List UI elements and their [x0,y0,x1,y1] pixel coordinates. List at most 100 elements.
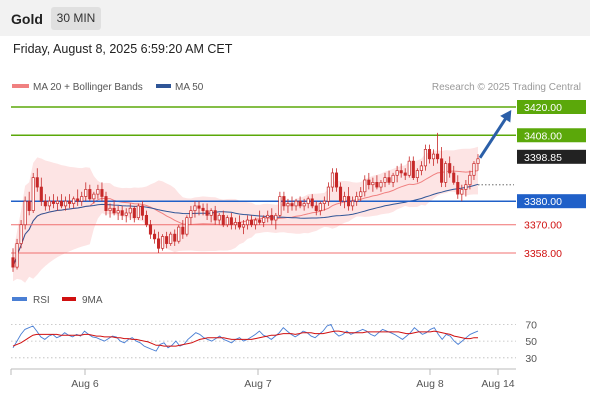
candle [476,154,480,171]
candle-body [472,163,476,176]
level-label-3358-00: 3358.00 [524,248,562,260]
candle [270,208,274,225]
candle-body [431,153,436,160]
rsi-tick-50: 50 [525,336,537,348]
candle [55,196,60,211]
candle [80,191,84,206]
candle-body [181,226,185,235]
candle-body [448,163,452,174]
candle-body [193,205,197,211]
candle-body [116,210,120,214]
ma50-line [12,183,479,268]
candle-body [221,214,225,226]
candle [415,168,419,183]
candle-body [403,172,407,176]
candle-body [189,210,193,219]
candle-body [104,196,108,211]
x-tick-label: Aug 8 [416,378,444,390]
ma50-legend-label: MA 50 [175,82,204,93]
rsi-tick-70: 70 [525,319,537,331]
level-label-3408-00: 3408.00 [524,130,562,142]
candle [363,175,367,197]
candle-body [359,191,363,197]
candle [427,144,432,164]
candle [47,196,51,211]
candle [165,231,169,249]
candle [379,180,383,192]
candle-body [274,214,278,221]
level-tag-3420-00 [517,100,586,114]
candle [237,215,241,230]
ma20-line [12,170,479,268]
candle [144,210,148,228]
candle-body [310,198,314,207]
candle [88,184,92,202]
candle-body [262,217,266,223]
x-tick-label: Aug 6 [71,378,99,390]
candle [205,203,209,221]
candle [423,144,427,171]
candle [189,205,193,225]
candle-body [233,222,237,226]
candle [399,163,403,178]
candle-body [19,224,23,244]
candle-body [476,158,480,164]
candle [84,182,88,202]
candle [448,156,452,178]
candle [229,212,233,230]
candle-body [55,200,60,204]
candle-body [152,233,157,240]
candle [124,208,128,223]
candle [59,194,64,209]
candle-body [173,233,177,242]
candle-body [326,186,330,202]
candle-body [128,207,132,214]
candle-body [92,193,96,200]
candle [355,191,359,206]
candle-body [35,177,39,188]
candle-body [88,189,92,200]
candle-body [11,257,15,268]
candle [72,196,76,209]
candle-body [72,198,76,204]
candle-body [322,200,326,204]
candle-body [177,226,181,242]
ma20-legend-label: MA 20 + Bollinger Bands [33,82,143,93]
candle [371,177,375,192]
candle [290,196,294,211]
candle [11,248,15,272]
rsi-line [12,323,479,352]
candle [302,198,306,211]
rsi-ma-line [12,330,478,347]
candle [262,215,266,228]
candle [221,210,225,228]
candle-body [124,212,128,216]
candle-body [96,189,100,195]
timeframe-button[interactable]: 30 MIN [51,7,101,30]
candle [35,168,39,192]
candle [407,156,411,178]
candle [468,170,472,190]
candle [140,201,144,221]
forecast-arrow-shaft [478,114,510,159]
candle [258,210,262,225]
candle-body [197,205,201,209]
candle-body [157,238,161,249]
candle [286,198,290,213]
candle-body [100,189,104,197]
level-label-3420-00: 3420.00 [524,102,562,114]
candle-body [140,205,144,216]
candle [15,238,19,270]
candle-body [338,186,343,202]
candle [181,220,185,239]
level-tag-3408-00 [517,128,586,143]
candle [193,201,197,218]
candle-body [440,158,444,183]
candle [136,203,140,221]
candle-body [415,170,419,178]
candle [359,187,363,202]
candle [51,194,55,209]
bollinger-bands [12,146,479,283]
candle-body [306,198,310,204]
candle [387,170,391,185]
